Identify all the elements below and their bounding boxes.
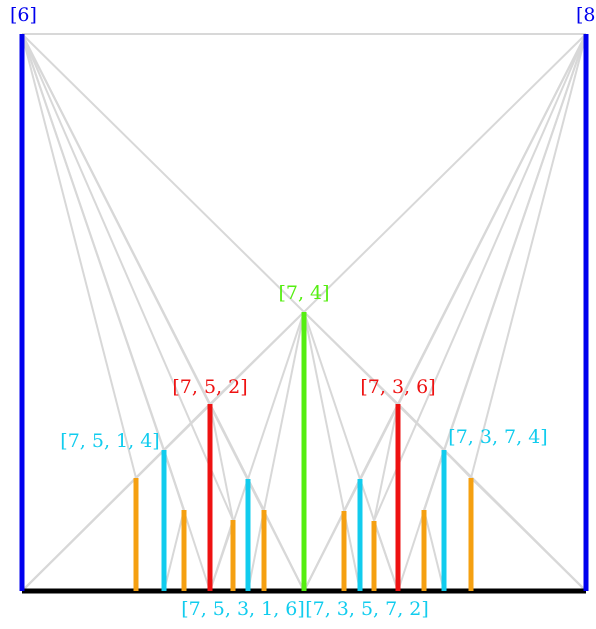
connection-line [470,33,587,479]
connection-line [247,509,265,592]
connection-line [303,311,345,512]
vertical-bars [19,34,589,591]
connection-line [247,311,305,480]
connection-line [423,449,445,511]
connection-line [303,311,361,480]
connection-lines [21,33,587,592]
connection-line [303,311,399,405]
connection-line [443,449,472,479]
connection-line [247,478,265,511]
connection-line [21,33,234,521]
connection-line [343,478,361,512]
label-top-left: [6] [10,4,37,26]
label-cyan-left: [7, 5, 1, 4] [60,430,159,452]
connection-line [209,403,234,521]
connection-line [303,33,587,313]
connection-line [21,477,137,592]
connection-line [373,520,399,592]
label-red-left: [7, 5, 2] [172,376,247,398]
connection-line [209,311,305,405]
connection-line [423,33,587,511]
connection-line [21,33,185,511]
connection-line [163,509,185,592]
connection-line [163,403,211,451]
label-center: [7, 4] [278,282,329,304]
connection-line [343,510,361,592]
connection-line [397,403,445,451]
label-bottom-right: [7, 3, 5, 7, 2] [305,598,429,620]
connection-line [21,33,137,479]
connection-line [470,477,587,592]
label-cyan-right: [7, 3, 7, 4] [448,426,547,448]
connection-line [423,509,445,592]
label-red-right: [7, 3, 6] [360,376,435,398]
connection-line [373,403,399,522]
connection-line [209,403,249,480]
label-bottom-left: [7, 5, 3, 1, 6] [181,598,305,620]
connection-line [135,449,165,479]
label-top-right: [8 [576,4,596,26]
connection-line [359,403,399,480]
connection-line [373,33,587,522]
connection-line [263,311,305,511]
connection-line [21,33,305,313]
connection-line [163,449,185,511]
connection-line [209,519,234,592]
